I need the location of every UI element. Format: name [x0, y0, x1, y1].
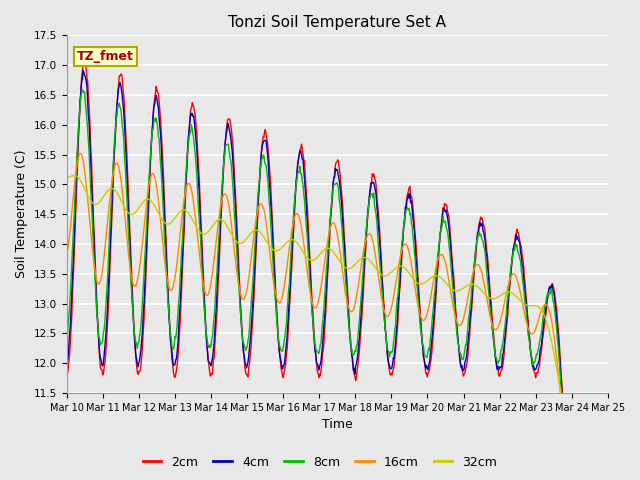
- 16cm: [72, 166, 80, 172]
- 16cm: [129, 280, 136, 286]
- Y-axis label: Soil Temperature (C): Soil Temperature (C): [15, 150, 28, 278]
- 8cm: [404, 205, 412, 211]
- X-axis label: Time: Time: [322, 419, 353, 432]
- 4cm: [63, 364, 70, 370]
- Line: 2cm: 2cm: [67, 58, 608, 480]
- 2cm: [80, 55, 88, 60]
- 4cm: [212, 302, 220, 308]
- Legend: 2cm, 4cm, 8cm, 16cm, 32cm: 2cm, 4cm, 8cm, 16cm, 32cm: [138, 451, 502, 474]
- 32cm: [420, 280, 428, 286]
- 2cm: [72, 192, 80, 198]
- 32cm: [404, 268, 412, 274]
- 16cm: [76, 151, 84, 156]
- 16cm: [420, 317, 428, 323]
- Title: Tonzi Soil Temperature Set A: Tonzi Soil Temperature Set A: [228, 15, 446, 30]
- 8cm: [184, 147, 191, 153]
- 32cm: [129, 211, 136, 217]
- 4cm: [420, 353, 428, 359]
- 4cm: [79, 68, 87, 73]
- 16cm: [63, 251, 70, 256]
- Line: 8cm: 8cm: [67, 90, 608, 480]
- Line: 32cm: 32cm: [67, 176, 608, 480]
- 32cm: [212, 218, 220, 224]
- 16cm: [184, 181, 191, 187]
- 8cm: [63, 341, 70, 347]
- 16cm: [212, 237, 220, 242]
- 16cm: [404, 244, 412, 250]
- 32cm: [184, 209, 191, 215]
- 8cm: [72, 167, 80, 172]
- 32cm: [63, 175, 70, 180]
- 32cm: [70, 173, 78, 179]
- Line: 4cm: 4cm: [67, 71, 608, 480]
- 4cm: [184, 143, 191, 149]
- 2cm: [212, 317, 220, 323]
- Line: 16cm: 16cm: [67, 154, 608, 480]
- 4cm: [72, 180, 80, 186]
- 4cm: [404, 196, 412, 202]
- 2cm: [184, 148, 191, 154]
- 4cm: [129, 307, 136, 313]
- Text: TZ_fmet: TZ_fmet: [77, 49, 134, 63]
- 2cm: [63, 369, 70, 375]
- 32cm: [73, 174, 81, 180]
- 2cm: [404, 192, 412, 197]
- 8cm: [212, 276, 220, 282]
- 8cm: [420, 343, 428, 348]
- 2cm: [129, 298, 136, 303]
- 8cm: [79, 87, 86, 93]
- 8cm: [129, 308, 136, 314]
- 2cm: [420, 353, 428, 359]
